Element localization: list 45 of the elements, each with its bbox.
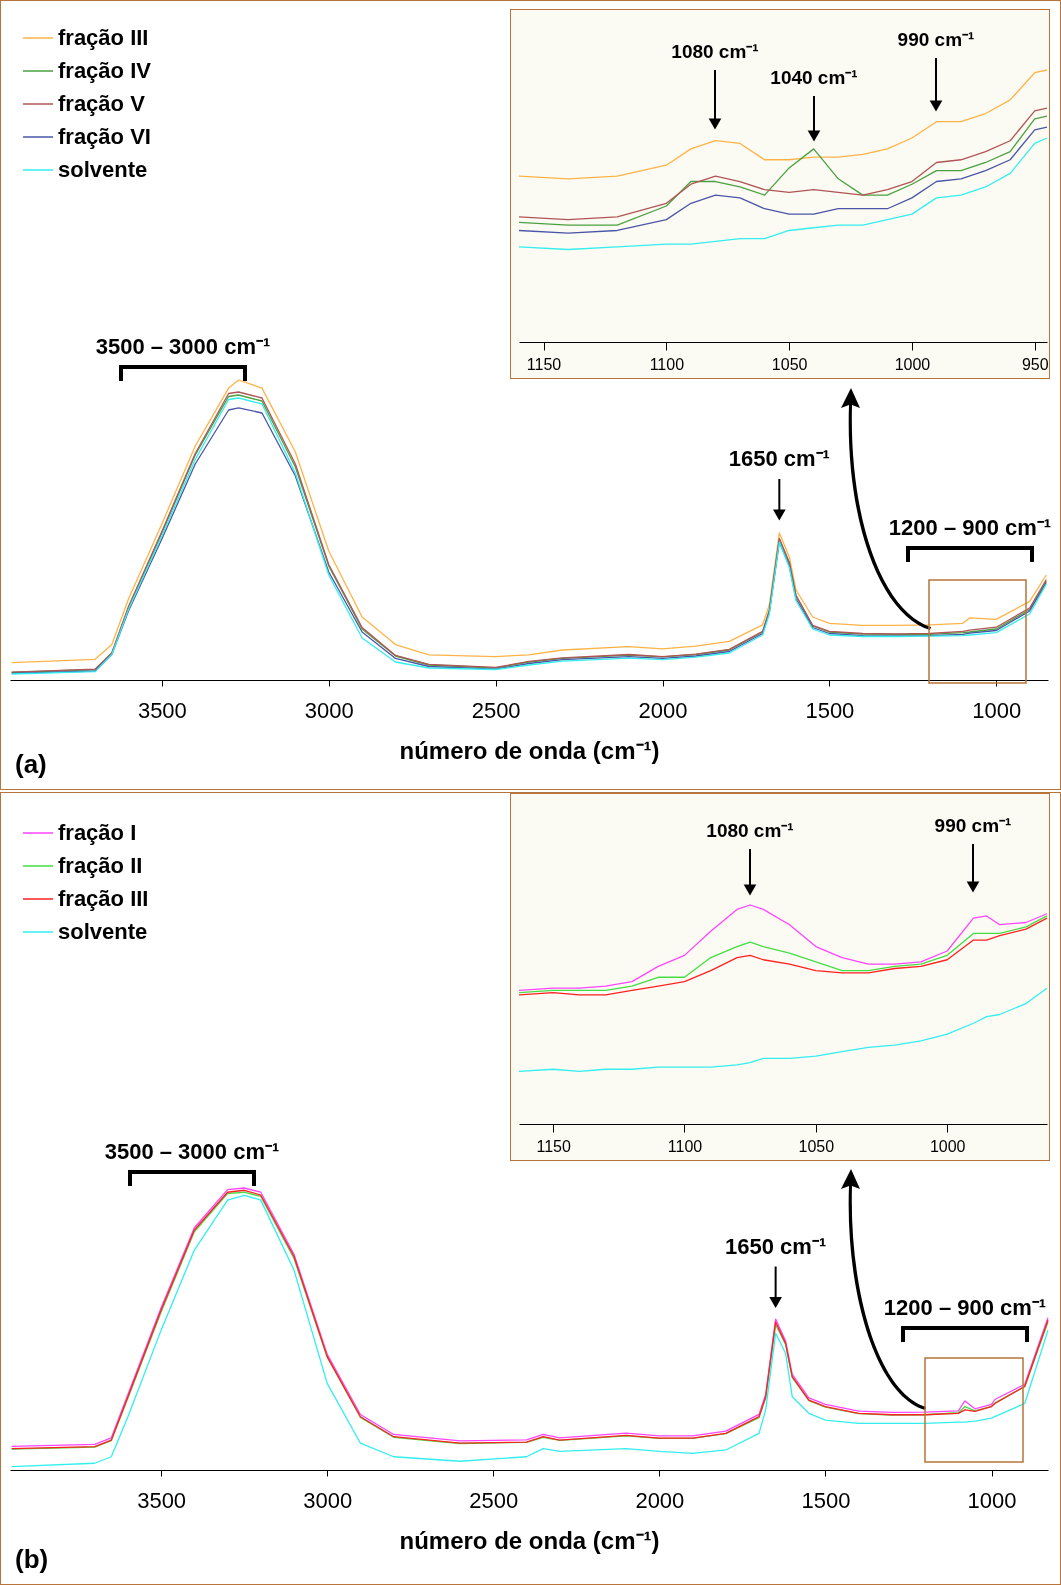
legend-label: solvente bbox=[58, 157, 148, 182]
x-axis-title: número de onda (cm⁻¹) bbox=[399, 736, 660, 764]
x-tick-label: 1100 bbox=[667, 1137, 703, 1155]
text: 3500 – 3000 cm⁻¹ bbox=[104, 1139, 280, 1164]
legend-label: fração V bbox=[58, 91, 146, 116]
x-tick-label: 1500 bbox=[801, 1487, 851, 1513]
x-tick-label: 950 bbox=[1021, 355, 1049, 373]
text: 990 cm⁻¹ bbox=[897, 29, 975, 50]
x-tick-label: 2000 bbox=[635, 1487, 685, 1513]
legend-label: fração III bbox=[58, 886, 149, 911]
text: 1080 cm⁻¹ bbox=[671, 41, 759, 62]
x-tick-label: 2000 bbox=[638, 697, 688, 723]
x-tick-label: 1150 bbox=[526, 355, 562, 373]
text: 1080 cm⁻¹ bbox=[706, 820, 794, 841]
annotation: 1650 cm⁻¹ bbox=[728, 446, 830, 471]
text: (a) bbox=[15, 749, 47, 779]
x-tick-label: 1150 bbox=[536, 1137, 571, 1155]
x-tick-label: 3000 bbox=[304, 697, 354, 723]
x-tick-label: 1000 bbox=[894, 355, 931, 373]
x-tick-label: 2500 bbox=[469, 1487, 519, 1513]
x-tick-label: 1000 bbox=[929, 1137, 966, 1155]
x-axis-title: número de onda (cm⁻¹) bbox=[399, 1526, 660, 1554]
legend-label: solvente bbox=[58, 919, 148, 944]
legend-label: fração IV bbox=[58, 58, 152, 83]
text: 990 cm⁻¹ bbox=[934, 815, 1012, 836]
annotation: 1200 – 900 cm⁻¹ bbox=[883, 1295, 1047, 1320]
legend-label: fração II bbox=[58, 853, 143, 878]
x-tick-label: 1000 bbox=[967, 1487, 1017, 1513]
x-tick-label: 3500 bbox=[137, 697, 187, 723]
text: (b) bbox=[15, 1544, 49, 1574]
text: 3500 – 3000 cm⁻¹ bbox=[95, 334, 271, 359]
legend-label: fração III bbox=[58, 25, 149, 50]
annotation: 1040 cm⁻¹ bbox=[770, 67, 858, 88]
x-tick-label: 1500 bbox=[805, 697, 855, 723]
x-tick-label: 1100 bbox=[649, 355, 685, 373]
annotation: 1200 – 900 cm⁻¹ bbox=[888, 515, 1052, 540]
x-tick-label: 3500 bbox=[137, 1487, 187, 1513]
x-tick-label: 1000 bbox=[972, 697, 1022, 723]
annotation: 1650 cm⁻¹ bbox=[725, 1233, 827, 1259]
x-tick-label: 3000 bbox=[303, 1487, 353, 1513]
legend-label: fração VI bbox=[58, 124, 151, 149]
legend-label: fração I bbox=[58, 820, 137, 845]
x-tick-label: 1050 bbox=[771, 355, 808, 373]
x-tick-label: 1050 bbox=[798, 1137, 835, 1155]
x-tick-label: 2500 bbox=[471, 697, 521, 723]
